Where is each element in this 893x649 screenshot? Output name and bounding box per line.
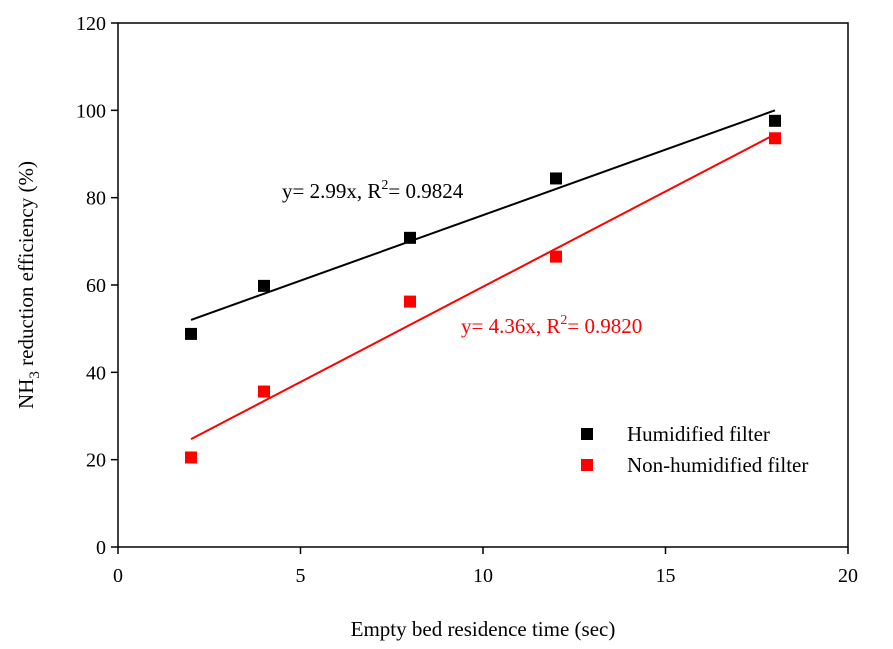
legend-marker xyxy=(581,428,593,440)
data-point xyxy=(258,385,270,398)
x-tick-label: 5 xyxy=(296,565,306,587)
equation-main: y= 4.36x, R xyxy=(461,314,560,338)
data-point xyxy=(550,250,562,263)
y-axis-label: NH3 reduction efficiency (%) xyxy=(14,161,43,409)
y-axis-label-rest: reduction efficiency (%) xyxy=(14,161,38,371)
y-tick-label: 80 xyxy=(86,188,106,210)
y-tick-label: 120 xyxy=(76,13,106,35)
x-tick-label: 15 xyxy=(656,565,676,587)
x-tick-label: 0 xyxy=(113,565,123,587)
data-point xyxy=(258,279,270,292)
fit-line xyxy=(190,109,776,321)
legend: Humidified filter Non-humidified filter xyxy=(581,422,808,477)
data-point xyxy=(769,132,781,145)
data-point xyxy=(404,295,416,308)
fit-line xyxy=(190,133,776,441)
y-tick-label: 0 xyxy=(96,537,106,559)
x-tick-label: 20 xyxy=(838,565,858,587)
x-axis-label: Empty bed residence time (sec) xyxy=(351,617,616,641)
legend-marker xyxy=(581,459,593,471)
equation-main: y= 2.99x, R xyxy=(282,179,381,203)
equation-superscript: 2 xyxy=(381,178,388,193)
regression-equation: y= 2.99x, R2= 0.9824 xyxy=(282,178,464,203)
equation-rest: = 0.9824 xyxy=(388,179,463,203)
equation-rest: = 0.9820 xyxy=(567,314,642,338)
y-tick-label: 100 xyxy=(76,100,106,122)
x-tick-label: 10 xyxy=(473,565,493,587)
y-axis-label-subscript: 3 xyxy=(27,371,43,379)
data-point xyxy=(185,451,197,464)
fit-lines xyxy=(190,109,776,441)
equation-superscript: 2 xyxy=(560,313,567,328)
y-axis-label-main: NH xyxy=(14,379,38,409)
legend-label: Humidified filter xyxy=(627,422,770,446)
y-tick-label: 20 xyxy=(86,450,106,472)
axes: 0 5 10 15 20 0 20 40 60 80 100 120 xyxy=(76,13,858,587)
data-point xyxy=(185,327,197,340)
data-point xyxy=(404,231,416,244)
data-point xyxy=(550,172,562,185)
data-point xyxy=(769,114,781,127)
y-tick-label: 60 xyxy=(86,275,106,297)
data-points xyxy=(185,114,781,464)
regression-equation: y= 4.36x, R2= 0.9820 xyxy=(461,313,642,338)
y-tick-label: 40 xyxy=(86,362,106,384)
legend-label: Non-humidified filter xyxy=(627,453,808,477)
